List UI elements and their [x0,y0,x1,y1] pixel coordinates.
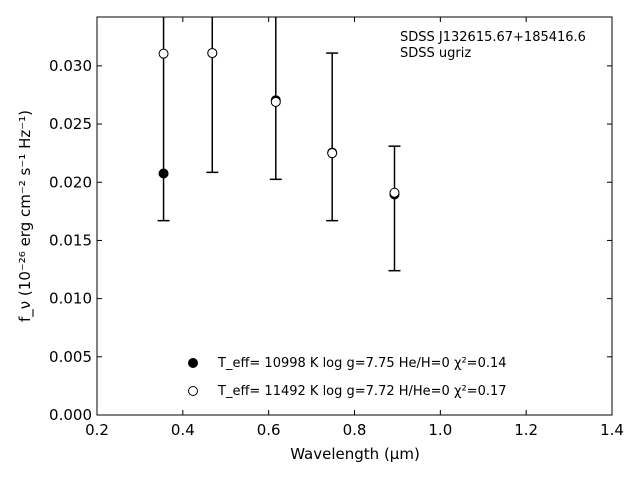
y-tick-label-3: 0.015 [49,231,92,249]
annotation-object-name: SDSS J132615.67+185416.6 [400,30,586,45]
legend-label-da: T_eff= 10998 K log g=7.75 He/H=0 χ²=0.14 [217,356,507,371]
legend-marker-open [188,386,198,396]
x-tick-label-6: 1.4 [600,421,624,439]
y-tick-label-1: 0.005 [49,348,92,366]
x-tick-label-5: 1.2 [514,421,538,439]
y-tick-label-2: 0.010 [49,290,92,308]
x-axis-label: Wavelength (μm) [290,445,420,463]
x-tick-label-2: 0.6 [257,421,281,439]
point-filled-0 [158,168,169,179]
point-open-3 [327,148,338,159]
y-tick-label-6: 0.030 [49,57,92,75]
data-markers [158,48,400,200]
legend: T_eff= 10998 K log g=7.75 He/H=0 χ²=0.14… [188,356,507,399]
point-open-1 [207,48,218,59]
error-bars [157,17,401,272]
x-tick-label-0: 0.2 [85,421,109,439]
x-tick-label-4: 1.0 [428,421,452,439]
point-open-2 [270,96,281,107]
x-tick-label-1: 0.4 [171,421,195,439]
x-tick-label-3: 0.8 [343,421,367,439]
annotation-filter-set: SDSS ugriz [400,46,471,61]
y-tick-label-0: 0.000 [49,406,92,424]
legend-marker-filled [188,358,198,368]
point-open-0 [158,48,169,59]
y-axis-label: f_ν (10⁻²⁶ erg cm⁻² s⁻¹ Hz⁻¹) [16,110,35,322]
point-open-4 [389,187,400,198]
legend-label-db: T_eff= 11492 K log g=7.72 H/He=0 χ²=0.17 [217,384,507,399]
y-tick-label-5: 0.025 [49,115,92,133]
axis-ticks: 0.2 0.4 0.6 0.8 1.0 1.2 1.4 0.000 0.005 0.010 0.01… [49,17,624,439]
y-tick-label-4: 0.020 [49,173,92,191]
